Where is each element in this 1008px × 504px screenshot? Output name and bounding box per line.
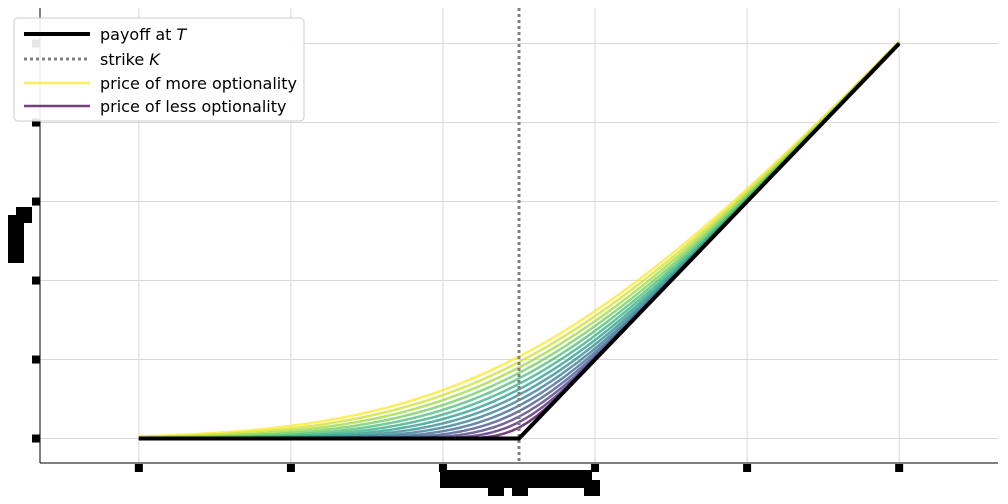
obscured-x-label [584,480,600,496]
legend: payoff at T strike K price of more optio… [13,17,305,122]
obscured-y-label [8,215,24,263]
legend-strike-label: strike K [100,50,161,69]
y-tick-mark [32,276,40,285]
obscured-x-label [440,470,592,488]
obscured-x-label [512,482,528,496]
x-tick-mark [134,464,143,472]
obscured-x-label [488,482,504,496]
x-tick-mark [743,464,752,472]
payoff-and-strike [138,8,901,463]
obscured-axis-labels [8,207,600,496]
x-tick-mark [591,464,600,472]
x-tick-mark [438,464,447,472]
x-tick-mark [895,464,904,472]
obscured-y-label [16,207,32,223]
y-tick-mark [32,197,40,206]
y-tick-mark [32,118,40,127]
legend-box [13,17,305,122]
legend-more-label: price of more optionality [100,74,297,93]
x-tick-mark [286,464,295,472]
y-tick-mark [32,355,40,364]
y-tick-mark [32,434,40,443]
legend-payoff-label: payoff at T [100,25,188,44]
legend-less-label: price of less optionality [100,97,287,116]
payoff-line [138,42,901,441]
